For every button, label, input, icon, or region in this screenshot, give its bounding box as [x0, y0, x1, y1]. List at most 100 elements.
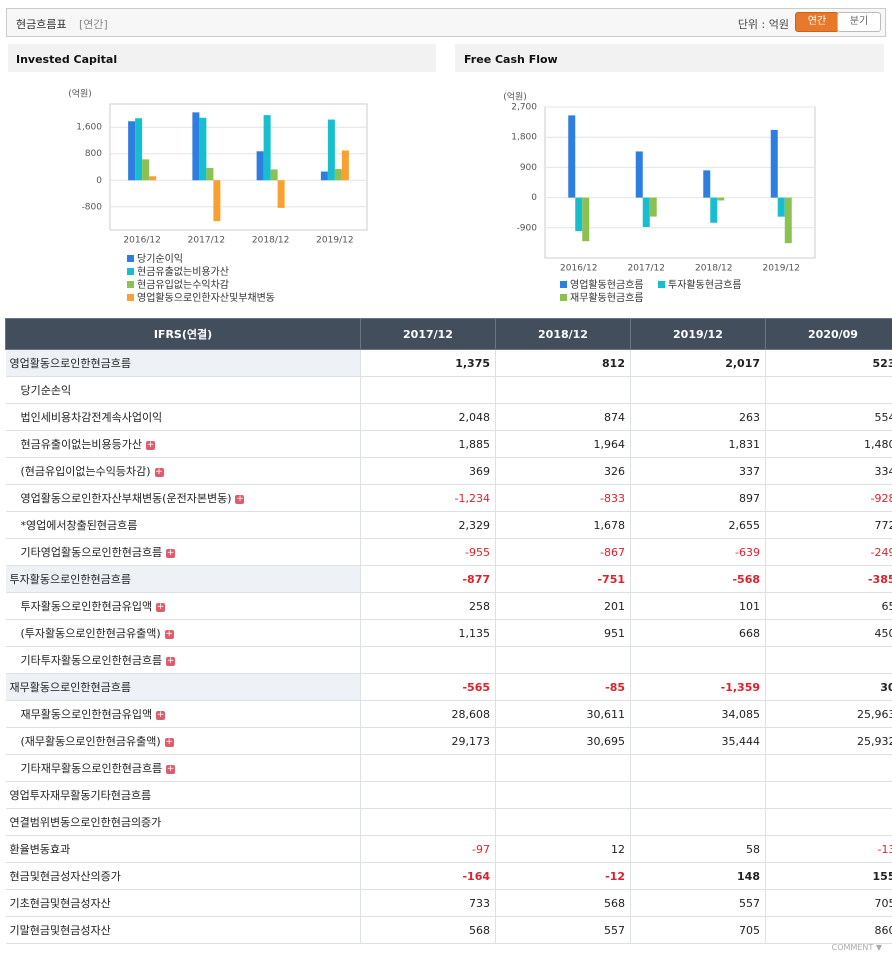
- expand-button[interactable]: +: [235, 493, 245, 504]
- row-label: 투자활동으로인한현금유입액: [20, 600, 153, 613]
- value-cell: [360, 781, 496, 809]
- value-cell: [495, 808, 631, 836]
- cell-value: 450: [874, 626, 892, 640]
- row-label: (투자활동으로인한현금유출액): [20, 627, 161, 640]
- bar: [582, 197, 590, 242]
- cell-value: 733: [469, 896, 490, 910]
- cell-value: 258: [469, 599, 490, 613]
- value-cell: [360, 754, 496, 782]
- tab-quarter[interactable]: 분기: [837, 12, 881, 32]
- legend-swatch: [560, 281, 567, 288]
- row-label-cell: (투자활동으로인한현금유출액) +: [5, 619, 361, 647]
- cell-value: 1,831: [728, 437, 761, 451]
- bar: [213, 180, 221, 222]
- value-cell: 2,329: [360, 511, 496, 539]
- comment-link[interactable]: COMMENT ▼: [831, 943, 882, 952]
- header-row: IFRS(연결) 2017/12 2018/12 2019/12 2020/09: [5, 318, 892, 350]
- expand-button[interactable]: +: [145, 439, 155, 450]
- value-cell: 155: [765, 862, 892, 890]
- bar: [777, 197, 785, 217]
- y-tick-label: 2,700: [511, 103, 537, 113]
- y-tick-label: -800: [82, 202, 103, 212]
- row-label-cell: 당기순손익: [5, 376, 361, 404]
- row-label: 재무활동으로인한현금흐름: [9, 681, 131, 694]
- cell-value: 263: [739, 410, 760, 424]
- expand-button[interactable]: +: [166, 655, 176, 666]
- y-tick-label: -900: [517, 223, 538, 233]
- bar: [710, 197, 718, 223]
- x-tick-label: 2017/12: [188, 236, 225, 246]
- cell-value: 65: [881, 599, 892, 613]
- row-label-cell: (재무활동으로인한현금유출액) +: [5, 727, 361, 755]
- value-cell: [630, 376, 766, 404]
- legend-label: 현금유출없는비용가산: [137, 265, 229, 278]
- header-period: [연간]: [79, 18, 108, 31]
- bar: [635, 151, 643, 198]
- table-row: 재무활동으로인한현금유입액 +28,608 30,611 34,085 25,963: [5, 700, 892, 728]
- charts: Invested Capital Free Cash Flow (억원) -800…: [8, 44, 884, 304]
- table-row: 투자활동으로인한현금흐름 -877 -751 -568 -385: [5, 565, 892, 593]
- cell-value: -867: [600, 545, 625, 559]
- value-cell: [630, 808, 766, 836]
- cell-value: 2,048: [458, 410, 491, 424]
- expand-button[interactable]: +: [166, 547, 176, 558]
- expand-button[interactable]: +: [154, 466, 164, 477]
- bar: [327, 119, 335, 181]
- expand-button[interactable]: +: [166, 763, 176, 774]
- bar: [642, 197, 650, 228]
- table-row: 기타투자활동으로인한현금흐름 +: [5, 646, 892, 674]
- expand-button[interactable]: +: [156, 709, 166, 720]
- row-label-cell: 현금유출이없는비용등가산 +: [5, 430, 361, 458]
- value-cell: -1,359: [630, 673, 766, 701]
- value-cell: 1,831: [630, 430, 766, 458]
- cell-value: 101: [739, 599, 760, 613]
- value-cell: 12: [495, 835, 631, 863]
- value-cell: -565: [360, 673, 496, 701]
- table-row: 기타영업활동으로인한현금흐름+ -955 -867 -639 -249: [5, 538, 892, 566]
- bar: [192, 112, 200, 181]
- plot-frame: [544, 106, 816, 259]
- value-cell: 705: [630, 916, 766, 944]
- x-tick-label: 2019/12: [763, 264, 800, 274]
- value-cell: -85: [495, 673, 631, 701]
- expand-button[interactable]: +: [164, 736, 174, 747]
- cell-value: -249: [870, 545, 892, 559]
- cell-value: -97: [472, 842, 490, 856]
- value-cell: 733: [360, 889, 496, 917]
- table-row: 영업투자재무활동기타현금흐름: [5, 781, 892, 809]
- value-cell: 201: [495, 592, 631, 620]
- unit-label: 단위 : 억원: [737, 18, 789, 31]
- x-tick-label: 2017/12: [628, 264, 665, 274]
- row-label: 영업활동으로인한현금흐름: [9, 357, 131, 370]
- table-row: 재무활동으로인한현금흐름 -565 -85 -1,359 30: [5, 673, 892, 701]
- row-label: 환율변동효과: [9, 843, 71, 856]
- legend-swatch: [658, 281, 665, 288]
- legend-swatch: [127, 268, 134, 275]
- value-cell: 2,655: [630, 511, 766, 539]
- cell-value: -164: [462, 869, 490, 883]
- row-label: 기타영업활동으로인한현금흐름: [20, 546, 163, 559]
- cell-value: 28,608: [451, 707, 491, 721]
- cell-value: -639: [735, 545, 760, 559]
- column-header: 2018/12: [495, 318, 631, 350]
- cell-value: -833: [600, 491, 625, 505]
- expand-button[interactable]: +: [164, 628, 174, 639]
- chart-title: Free Cash Flow: [464, 53, 558, 66]
- value-cell: [495, 376, 631, 404]
- value-cell: [360, 646, 496, 674]
- table-row: (현금유입이없는수익등차감)+369326337334: [5, 457, 892, 485]
- value-cell: [765, 754, 892, 782]
- cell-value: 30,611: [586, 707, 626, 721]
- bar: [135, 118, 143, 181]
- cell-value: 557: [739, 896, 760, 910]
- value-cell: [495, 646, 631, 674]
- legend-label: 재무활동현금흐름: [570, 291, 644, 304]
- cell-value: 568: [469, 923, 490, 937]
- row-label: 법인세비용차감전계속사업이익: [20, 411, 163, 424]
- cell-value: 30: [880, 680, 892, 694]
- comment-text[interactable]: COMMENT: [831, 943, 874, 952]
- value-cell: 523: [765, 349, 892, 377]
- tab-annual[interactable]: 연간: [795, 12, 839, 32]
- value-cell: 148: [630, 862, 766, 890]
- expand-button[interactable]: +: [156, 601, 166, 612]
